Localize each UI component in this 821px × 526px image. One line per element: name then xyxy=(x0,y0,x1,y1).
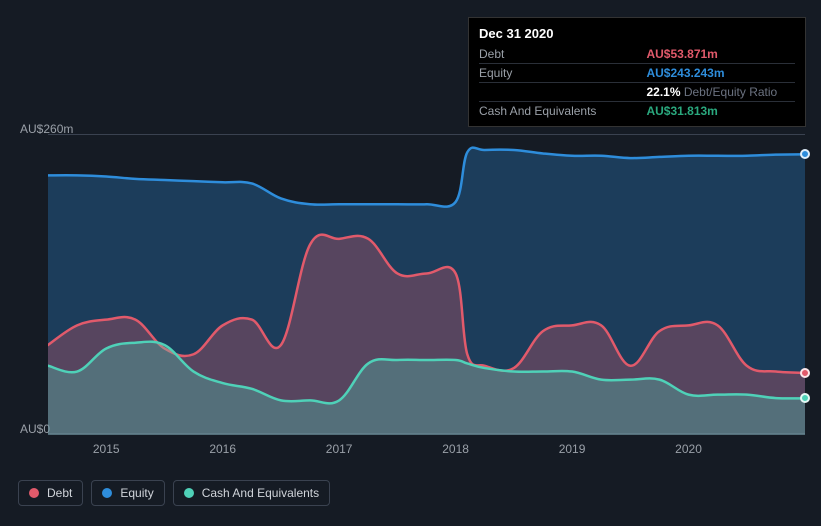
tooltip-row: DebtAU$53.871m xyxy=(479,45,795,64)
tooltip-row-value: AU$31.813m xyxy=(646,102,795,121)
legend-swatch xyxy=(102,488,112,498)
y-axis-label-bottom: AU$0 xyxy=(20,422,50,436)
tooltip-row: Cash And EquivalentsAU$31.813m xyxy=(479,102,795,121)
tooltip-row-label: Cash And Equivalents xyxy=(479,102,646,121)
tooltip-table: DebtAU$53.871mEquityAU$243.243m22.1% Deb… xyxy=(479,45,795,120)
legend-swatch xyxy=(184,488,194,498)
tooltip-row-value: AU$243.243m xyxy=(646,64,795,83)
cash-end-marker xyxy=(800,393,810,403)
tooltip-row-label: Debt xyxy=(479,45,646,64)
tooltip-row: EquityAU$243.243m xyxy=(479,64,795,83)
x-axis-tick: 2015 xyxy=(93,442,120,456)
legend-label: Cash And Equivalents xyxy=(202,486,319,500)
x-axis-tick: 2016 xyxy=(209,442,236,456)
x-axis-tick: 2017 xyxy=(326,442,353,456)
x-axis-labels: 2015 2016 2017 2018 2019 2020 xyxy=(48,442,805,462)
legend-swatch xyxy=(29,488,39,498)
legend-item-debt[interactable]: Debt xyxy=(18,480,83,506)
x-axis-tick: 2018 xyxy=(442,442,469,456)
x-axis-tick: 2020 xyxy=(675,442,702,456)
tooltip-row-value: 22.1% Debt/Equity Ratio xyxy=(646,83,795,102)
tooltip-title: Dec 31 2020 xyxy=(479,26,795,41)
chart-legend: Debt Equity Cash And Equivalents xyxy=(18,480,330,506)
tooltip-row-label xyxy=(479,83,646,102)
legend-label: Equity xyxy=(120,486,153,500)
debt-end-marker xyxy=(800,368,810,378)
chart-svg xyxy=(48,135,805,435)
tooltip-row-value: AU$53.871m xyxy=(646,45,795,64)
tooltip-row: 22.1% Debt/Equity Ratio xyxy=(479,83,795,102)
legend-item-cash[interactable]: Cash And Equivalents xyxy=(173,480,330,506)
legend-label: Debt xyxy=(47,486,72,500)
tooltip-row-label: Equity xyxy=(479,64,646,83)
chart-plot-area[interactable] xyxy=(48,134,805,434)
x-axis-tick: 2019 xyxy=(559,442,586,456)
equity-end-marker xyxy=(800,149,810,159)
legend-item-equity[interactable]: Equity xyxy=(91,480,164,506)
chart-tooltip: Dec 31 2020 DebtAU$53.871mEquityAU$243.2… xyxy=(468,17,806,127)
